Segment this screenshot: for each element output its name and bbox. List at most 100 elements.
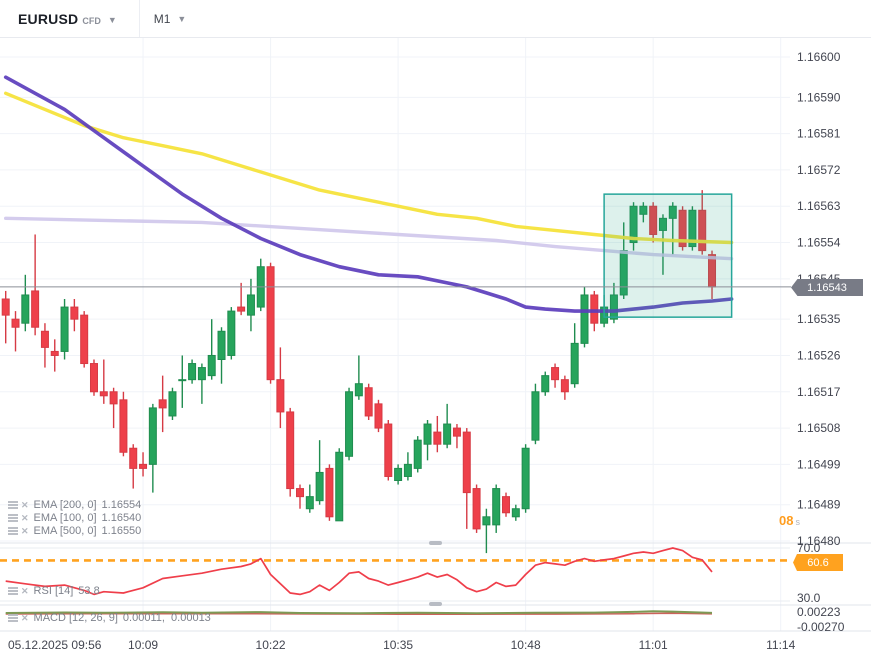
symbol-selector[interactable]: EURUSD CFD ▼ — [0, 11, 117, 27]
candle-body — [384, 423, 393, 477]
candle-body — [541, 375, 550, 393]
indicator-label: EMA [100, 0] — [33, 512, 97, 524]
candle-body — [688, 209, 697, 248]
time-axis-label[interactable]: 10:09 — [128, 638, 158, 652]
candle-body — [335, 451, 344, 522]
macd-scale-label: -0.00270 — [797, 620, 845, 634]
candle-body — [207, 354, 216, 377]
candle-body — [531, 391, 540, 441]
candle-body — [403, 463, 412, 477]
candle-body — [1, 298, 10, 316]
candle-body — [266, 266, 275, 381]
macd-line — [5, 610, 713, 615]
indicator-settings-icon[interactable] — [8, 614, 18, 622]
time-axis-label[interactable]: 11:14 — [766, 638, 795, 652]
candle-body — [678, 209, 687, 248]
candle-body — [188, 363, 197, 381]
chart-toolbar: EURUSD CFD ▼ M1 ▼ — [0, 0, 871, 38]
indicator-value: 1.16540 — [101, 512, 142, 524]
chevron-down-icon: ▼ — [107, 14, 117, 25]
symbol-name: EURUSD — [18, 10, 79, 27]
candle-body — [227, 310, 236, 356]
current-price-badge: 1.16543 — [791, 279, 863, 296]
current-price-value: 1.16543 — [807, 281, 847, 294]
pane-resize-handle[interactable] — [429, 541, 442, 545]
indicator-settings-icon[interactable] — [8, 514, 18, 522]
candle-body — [50, 350, 59, 356]
rsi-level-value: 60.6 — [807, 556, 829, 569]
candle-body — [698, 209, 707, 252]
rsi-level-badge: 60.6 — [793, 554, 843, 571]
time-axis-label[interactable]: 10:22 — [256, 638, 286, 652]
countdown-value: 08 — [779, 513, 794, 528]
candle-body — [629, 205, 638, 244]
price-axis-label: 1.16526 — [797, 348, 841, 362]
ema-100-line — [3, 75, 734, 313]
timeframe-selector[interactable]: M1 ▼ — [154, 12, 187, 26]
candle-body — [70, 306, 79, 320]
candle-body — [276, 379, 285, 413]
price-axis-label: 1.16499 — [797, 457, 841, 471]
candle-body — [482, 516, 491, 526]
rsi-line — [5, 547, 713, 596]
candle-body — [570, 342, 579, 385]
candle-body — [89, 363, 98, 393]
time-axis-label[interactable]: 11:01 — [639, 638, 668, 652]
candle-body — [413, 439, 422, 469]
price-axis-label: 1.16572 — [797, 163, 841, 177]
price-axis-label: 1.16554 — [797, 236, 841, 250]
indicator-settings-icon[interactable] — [8, 527, 18, 535]
indicator-value: 53.8 — [78, 585, 100, 597]
timeframe-label: M1 — [153, 11, 171, 26]
indicator-value: 1.16550 — [101, 525, 142, 537]
candle-body — [246, 294, 255, 316]
indicator-label: EMA [200, 0] — [33, 499, 97, 511]
candle-body — [345, 391, 354, 457]
legend-ema-100: ✕ EMA [100, 0] 1.16540 — [8, 512, 141, 524]
price-axis-label: 1.16517 — [797, 385, 841, 399]
candle-body — [551, 367, 560, 381]
price-axis-label: 1.16600 — [797, 50, 841, 64]
candle-body — [11, 318, 20, 328]
candle-body — [580, 294, 589, 344]
indicator-close-icon[interactable]: ✕ — [21, 612, 29, 623]
pane-resize-handle[interactable] — [429, 602, 442, 606]
time-axis-label[interactable]: 05.12.2025 09:56 — [8, 638, 102, 652]
candle-body — [148, 407, 157, 465]
price-axis-label: 1.16508 — [797, 421, 841, 435]
indicator-label: RSI [14] — [33, 585, 74, 597]
candle-body — [374, 403, 383, 429]
candle-body — [197, 367, 206, 381]
candle-body — [21, 294, 30, 324]
toolbar-divider — [138, 0, 140, 37]
candle-body — [502, 496, 511, 514]
candle-body — [286, 411, 295, 490]
candle-body — [433, 431, 442, 445]
indicator-close-icon[interactable]: ✕ — [21, 585, 29, 596]
candle-body — [443, 423, 452, 445]
ema-200-line — [3, 91, 734, 245]
candle-body — [315, 471, 324, 502]
candle-body — [639, 205, 648, 215]
candle-body — [305, 496, 314, 510]
indicator-close-icon[interactable]: ✕ — [21, 499, 29, 510]
time-axis-label[interactable]: 10:35 — [383, 638, 413, 652]
candle-body — [296, 488, 304, 498]
legend-rsi: ✕ RSI [14] 53.8 — [8, 585, 100, 597]
candle-body — [452, 427, 461, 437]
indicator-close-icon[interactable]: ✕ — [21, 525, 29, 536]
candle-body — [60, 306, 69, 352]
price-axis-label: 1.16590 — [797, 90, 841, 104]
price-axis-label: 1.16581 — [797, 127, 841, 141]
candle-body — [139, 463, 148, 469]
price-axis-label: 1.16480 — [797, 534, 841, 548]
legend-ema-500: ✕ EMA [500, 0] 1.16550 — [8, 525, 141, 537]
time-axis-label[interactable]: 10:48 — [511, 638, 541, 652]
selection-box[interactable] — [603, 193, 733, 318]
countdown-unit: s — [795, 517, 800, 527]
indicator-settings-icon[interactable] — [8, 587, 18, 595]
indicator-close-icon[interactable]: ✕ — [21, 512, 29, 523]
candle-body — [649, 205, 658, 235]
indicator-settings-icon[interactable] — [8, 501, 18, 509]
